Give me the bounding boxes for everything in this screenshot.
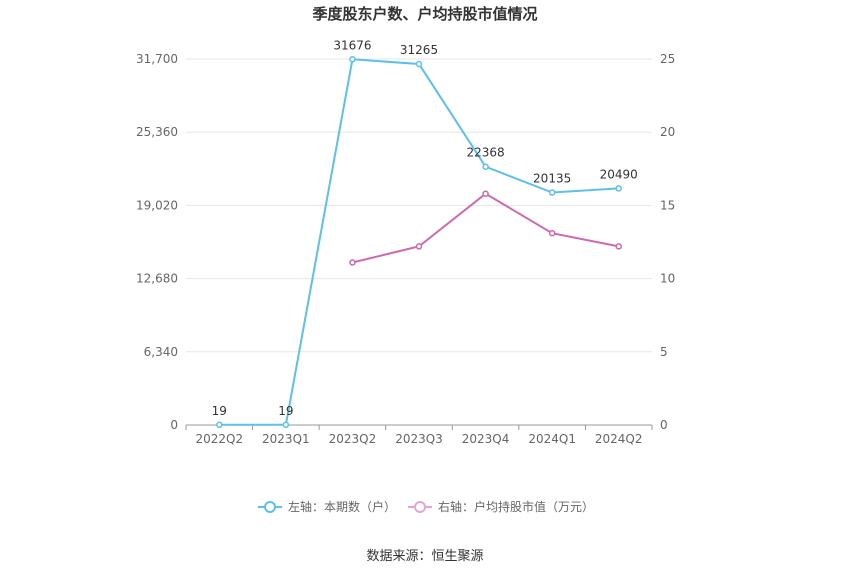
right-tick-label: 10 [660, 272, 675, 286]
legend-item-0[interactable]: 左轴：本期数（户） [258, 499, 396, 514]
data-label: 22368 [466, 146, 504, 160]
data-point[interactable] [282, 421, 290, 429]
x-tick-label: 2023Q4 [462, 432, 510, 446]
x-tick-label: 2023Q3 [395, 432, 443, 446]
data-label: 31676 [333, 38, 371, 52]
data-point[interactable] [548, 189, 556, 196]
right-tick-label: 5 [660, 345, 668, 359]
data-point[interactable] [349, 259, 356, 266]
left-tick-label: 19,020 [136, 198, 178, 212]
left-tick-label: 0 [170, 418, 178, 432]
data-label: 19 [278, 404, 293, 418]
data-point[interactable] [482, 190, 489, 197]
legend-label: 左轴：本期数（户） [288, 499, 396, 514]
legend[interactable]: 左轴：本期数（户） 右轴：户均持股市值（万元） [258, 499, 594, 514]
legend-label: 右轴：户均持股市值（万元） [438, 499, 594, 514]
data-point[interactable] [349, 56, 356, 63]
right-tick-label: 20 [660, 125, 675, 139]
data-point[interactable] [216, 421, 223, 429]
grid [186, 58, 652, 353]
x-tick-label: 2023Q2 [329, 432, 377, 446]
left-tick-label: 6,340 [144, 345, 178, 359]
data-label: 20490 [600, 167, 638, 181]
data-point[interactable] [415, 60, 423, 68]
data-label: 20135 [533, 172, 571, 186]
source-note: 数据来源：恒生聚源 [366, 549, 483, 564]
right-tick-label: 0 [660, 418, 668, 432]
series-group: 19 19 31676 31265 22368 20135 20490 [212, 38, 638, 429]
x-tick-label: 2024Q1 [528, 432, 576, 446]
x-axis: 2022Q2 2023Q1 2023Q2 2023Q3 2023Q4 2024Q1 2024… [185, 424, 653, 446]
right-tick-label: 15 [660, 198, 675, 212]
data-point[interactable] [615, 185, 622, 192]
right-axis: 0 5 10 15 20 25 [660, 52, 675, 432]
series-line-0 [219, 58, 619, 426]
left-tick-label: 25,360 [136, 125, 178, 139]
legend-item-1[interactable]: 右轴：户均持股市值（万元） [408, 499, 594, 514]
data-point[interactable] [415, 243, 423, 250]
data-point[interactable] [615, 243, 622, 250]
legend-marker [414, 501, 426, 513]
series-line-1 [352, 192, 619, 264]
left-tick-label: 31,700 [136, 52, 178, 66]
left-axis: 0 6,340 12,680 19,020 25,360 31,700 [136, 52, 178, 432]
data-label: 19 [212, 404, 227, 418]
legend-marker [264, 501, 276, 513]
right-tick-label: 25 [660, 52, 675, 66]
data-point[interactable] [482, 163, 489, 170]
left-tick-label: 12,680 [136, 272, 178, 286]
x-tick-label: 2022Q2 [195, 432, 243, 446]
data-label: 31265 [400, 43, 438, 57]
x-tick-label: 2024Q2 [595, 432, 643, 446]
x-tick-label: 2023Q1 [262, 432, 310, 446]
data-point[interactable] [548, 229, 556, 237]
chart-title: 季度股东户数、户均持股市值情况 [312, 5, 537, 23]
